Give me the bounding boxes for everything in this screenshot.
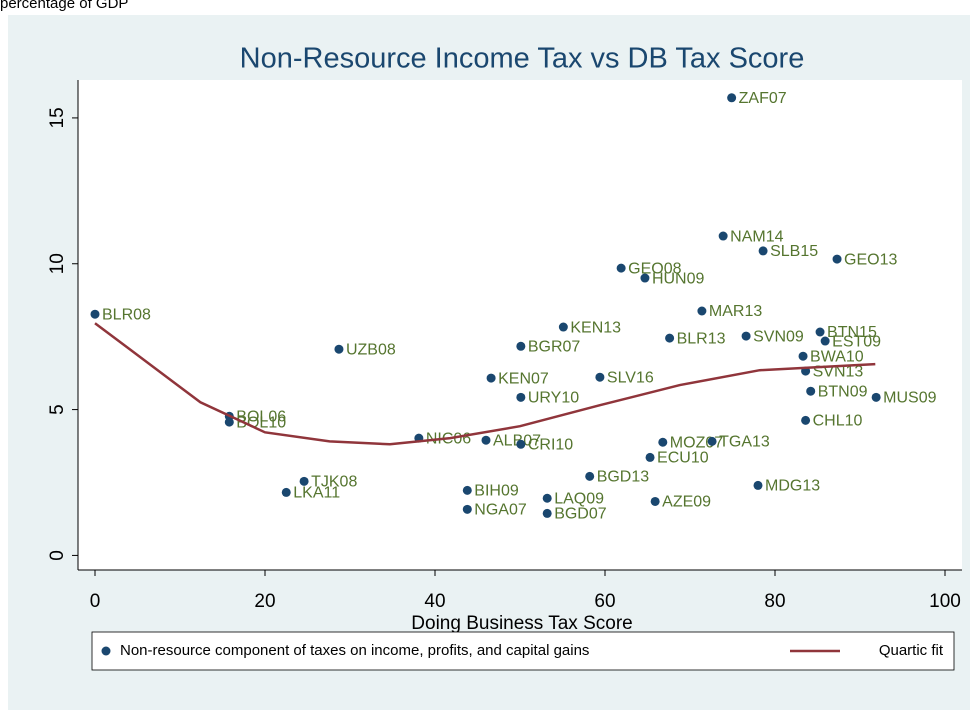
point-label: TJK08 bbox=[311, 474, 357, 491]
point bbox=[299, 476, 309, 486]
point bbox=[871, 392, 881, 402]
point bbox=[718, 231, 728, 241]
point-label: TGA13 bbox=[719, 434, 770, 451]
y-tick-label: 0 bbox=[47, 550, 68, 561]
point bbox=[640, 273, 650, 283]
point-label: BTN09 bbox=[818, 383, 868, 400]
point-label: BIH09 bbox=[474, 483, 519, 500]
plot-region bbox=[78, 80, 962, 570]
point-label: NGA07 bbox=[474, 502, 527, 519]
point-label: KEN07 bbox=[498, 370, 549, 387]
point bbox=[801, 415, 811, 425]
point bbox=[616, 263, 626, 273]
point-label: LKA11 bbox=[293, 485, 340, 502]
legend-label: Quartic fit bbox=[879, 642, 944, 659]
point-label: BLR08 bbox=[102, 306, 151, 323]
point-label: ALB07 bbox=[493, 432, 541, 449]
point-label: KEN13 bbox=[570, 319, 621, 336]
point bbox=[798, 351, 808, 361]
x-tick-label: 80 bbox=[764, 591, 785, 612]
point bbox=[665, 333, 675, 343]
point-label: CRI10 bbox=[528, 437, 573, 454]
chart-title: Non-Resource Income Tax vs DB Tax Score bbox=[240, 43, 805, 75]
point bbox=[753, 480, 763, 490]
point-label: BWA10 bbox=[810, 348, 864, 365]
point-label: NAM14 bbox=[730, 228, 783, 245]
point bbox=[558, 322, 568, 332]
point bbox=[481, 435, 491, 445]
point bbox=[697, 306, 707, 316]
point bbox=[707, 436, 717, 446]
point bbox=[741, 331, 751, 341]
point bbox=[727, 93, 737, 103]
point-label: GEO08 bbox=[628, 260, 681, 277]
point-label: EST09 bbox=[832, 333, 881, 350]
x-axis-title: Doing Business Tax Score bbox=[411, 613, 632, 634]
point-label: AZE09 bbox=[662, 494, 711, 511]
point-label: MUS09 bbox=[883, 390, 936, 407]
point bbox=[806, 386, 816, 396]
point-label: ECU10 bbox=[657, 450, 709, 467]
point bbox=[595, 372, 605, 382]
x-tick-label: 100 bbox=[929, 591, 961, 612]
point bbox=[658, 437, 668, 447]
point bbox=[516, 341, 526, 351]
point bbox=[820, 336, 830, 346]
point bbox=[486, 373, 496, 383]
point bbox=[832, 254, 842, 264]
point-label: BTN15 bbox=[827, 324, 877, 341]
point-label: LAQ09 bbox=[554, 490, 604, 507]
point-label: UZB08 bbox=[346, 341, 396, 358]
point bbox=[516, 392, 526, 402]
point bbox=[542, 508, 552, 518]
point-label: SVN09 bbox=[753, 328, 804, 345]
point bbox=[650, 496, 660, 506]
caption: percentage of GDP bbox=[0, 0, 128, 12]
point-label: GEO13 bbox=[844, 251, 897, 268]
point bbox=[645, 452, 655, 462]
point bbox=[815, 327, 825, 337]
point-label: SLB15 bbox=[770, 243, 818, 260]
point bbox=[585, 471, 595, 481]
x-tick-label: 0 bbox=[90, 591, 101, 612]
y-tick-label: 15 bbox=[47, 107, 68, 128]
point bbox=[334, 344, 344, 354]
fit-line bbox=[94, 322, 876, 446]
point-label: URY10 bbox=[528, 390, 579, 407]
point-label: BGD07 bbox=[554, 506, 607, 523]
point bbox=[462, 485, 472, 495]
point-label: BOL06 bbox=[236, 409, 286, 426]
point-label: SLV16 bbox=[607, 369, 654, 386]
y-tick-label: 10 bbox=[47, 253, 68, 274]
x-tick-label: 20 bbox=[254, 591, 275, 612]
point-label: HUN09 bbox=[652, 270, 705, 287]
y-tick-label: 5 bbox=[47, 404, 68, 415]
point bbox=[281, 487, 291, 497]
legend-label: Non-resource component of taxes on incom… bbox=[120, 642, 589, 659]
point bbox=[516, 439, 526, 449]
point-label: BGD13 bbox=[597, 469, 650, 486]
point bbox=[758, 246, 768, 256]
point-label: BOL10 bbox=[236, 414, 286, 431]
x-tick-label: 40 bbox=[424, 591, 445, 612]
point-label: BLR13 bbox=[677, 330, 726, 347]
point-label: MDG13 bbox=[765, 478, 820, 495]
point-label: BGR07 bbox=[528, 339, 581, 356]
point-label: ZAF07 bbox=[739, 90, 787, 107]
point bbox=[90, 309, 100, 319]
point-label: CHL10 bbox=[813, 413, 863, 430]
point-label: MAR13 bbox=[709, 303, 762, 320]
x-tick-label: 60 bbox=[594, 591, 615, 612]
point bbox=[224, 417, 234, 427]
point bbox=[542, 493, 552, 503]
point bbox=[462, 504, 472, 514]
legend-marker bbox=[101, 646, 111, 656]
